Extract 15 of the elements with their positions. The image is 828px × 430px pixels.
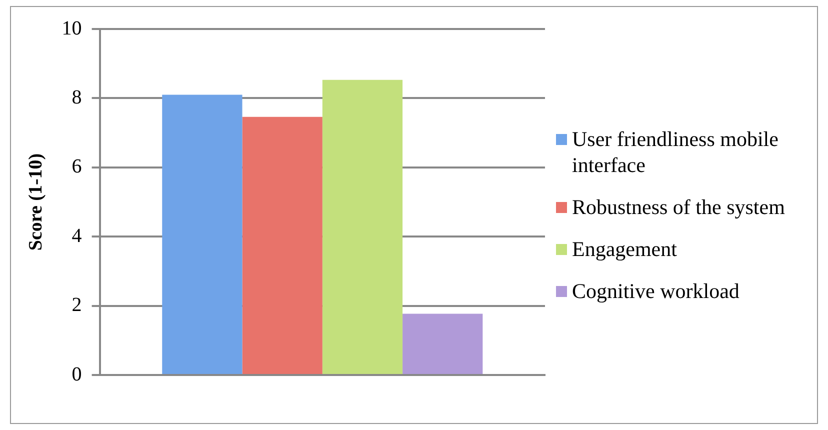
legend-label: User friendliness mobile interface xyxy=(572,126,780,178)
y-tick-label: 0 xyxy=(72,363,82,386)
legend-label: Cognitive workload xyxy=(572,278,740,304)
y-tick-label: 8 xyxy=(72,86,82,108)
y-tick-label: 4 xyxy=(72,224,82,247)
y-axis-title: Score (1-10) xyxy=(25,153,46,251)
legend-label: Engagement xyxy=(572,236,677,262)
y-tick-label: 6 xyxy=(72,156,82,178)
bar xyxy=(242,116,322,374)
bar xyxy=(402,314,483,374)
legend-label: Robustness of the system xyxy=(572,194,785,220)
bar xyxy=(322,80,403,374)
y-tick-label: 2 xyxy=(72,294,82,316)
bar xyxy=(162,94,242,374)
y-tick-label: 10 xyxy=(62,17,82,40)
